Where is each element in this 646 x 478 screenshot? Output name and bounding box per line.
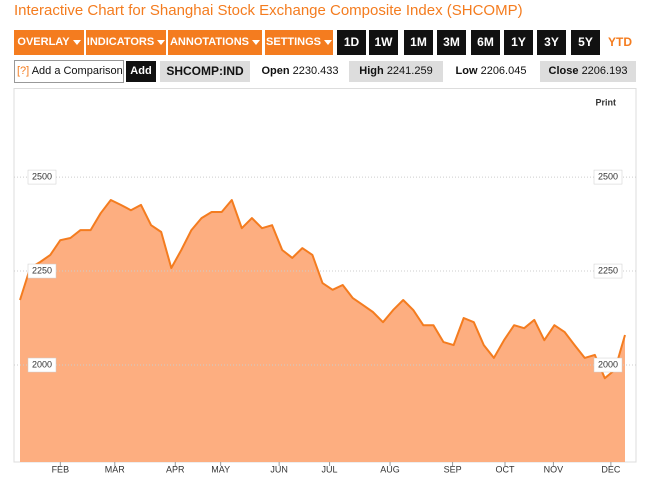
quote-value: 2206.045 [480,65,527,77]
label-box [593,357,623,373]
label-box [593,263,623,279]
x-tick-label: APR [166,464,185,474]
area [20,200,625,462]
x-tick-label: JUL [322,464,338,474]
quote-label: High [359,65,384,77]
quote-field: High 2241.259 [349,61,443,82]
price-line [19,199,626,380]
x-tick-label: MAY [211,464,230,474]
range-button[interactable]: 3M [437,30,466,55]
print-button[interactable]: Print [595,97,616,107]
label-box [593,169,623,185]
x-tick-label: AUG [380,464,400,474]
y-tick-label-left: 2250 [32,265,52,275]
label-box [27,357,57,373]
quote-field: Close 2206.193 [540,61,636,82]
x-tick-label: DEC [601,464,621,474]
quote-label: Open [261,65,290,77]
label-box [27,169,57,185]
range-button[interactable]: 1M [404,30,433,55]
range-button[interactable]: 3Y [537,30,566,55]
x-tick-label: OCT [496,464,516,474]
label-box [27,263,57,279]
x-tick-label: FEB [52,464,70,474]
menu-button[interactable]: INDICATORS [86,30,166,55]
y-tick-label-right: 2500 [598,171,618,181]
quote-field: Open 2230.433 [254,61,346,82]
range-button[interactable]: 6M [471,30,500,55]
menu-button[interactable]: ANNOTATIONS [168,30,262,55]
quote-field: Low 2206.045 [446,61,536,82]
range-button[interactable]: 1W [369,30,398,55]
y-tick-label-left: 2000 [32,359,52,369]
quote-label: Low [455,65,478,77]
x-tick-label: MAR [105,464,126,474]
range-button[interactable]: YTD [604,30,636,55]
range-button[interactable]: 1Y [504,30,533,55]
page-title: Interactive Chart for Shanghai Stock Exc… [14,2,523,19]
x-tick-label: JUN [270,464,288,474]
menu-button[interactable]: OVERLAY [14,30,84,55]
quote-value: 2241.259 [386,65,433,77]
y-tick-label-right: 2250 [598,265,618,275]
symbol: SHCOMP:IND [160,61,250,82]
x-tick-label: NOV [544,464,564,474]
quote-label: Close [548,65,579,77]
quote-value: 2206.193 [581,65,628,77]
help-icon[interactable]: [?] [17,65,30,77]
range-button[interactable]: 5Y [571,30,600,55]
chart: Print 2000 2000 2250 2250 2500 2500 FEB MAR APR M… [13,88,637,474]
menu-button[interactable]: SETTINGS [265,30,333,55]
comparison-input[interactable]: [?] Add a Comparison [14,60,124,83]
x-tick-label: SEP [444,464,462,474]
range-button[interactable]: 1D [337,30,366,55]
y-tick-label-left: 2500 [32,171,52,181]
add-button[interactable]: Add [126,61,156,82]
quote-value: 2230.433 [292,65,339,77]
y-tick-label-right: 2000 [598,359,618,369]
placeholder: Add a Comparison [31,65,123,77]
